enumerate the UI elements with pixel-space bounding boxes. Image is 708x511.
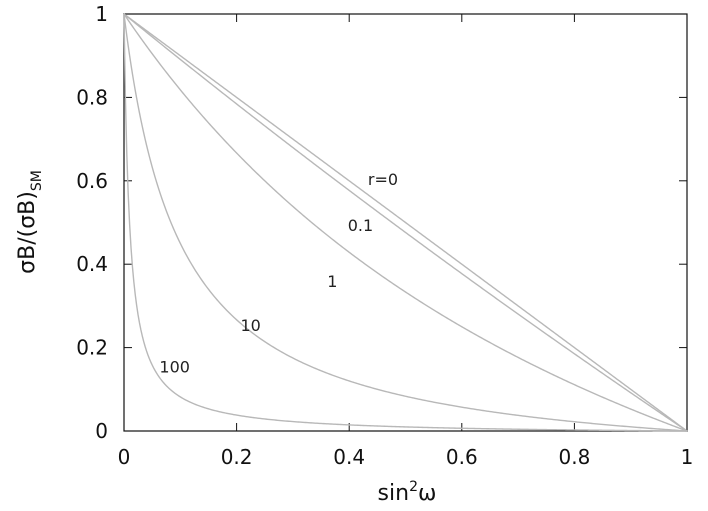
curve-label: r=0 [368,170,398,189]
curve-label: 100 [159,358,190,377]
y-tick-label: 0.8 [76,85,108,109]
x-tick-label: 0.8 [558,445,590,469]
curves [123,13,688,432]
y-tick-label: 0.2 [76,336,108,360]
plot-frame [123,13,688,432]
series-line-r-0 [123,13,688,432]
y-tick-label: 0 [95,419,108,443]
x-tick-label: 0 [118,445,131,469]
ticks [123,13,688,432]
curve-label: 10 [240,316,260,335]
series-line-r-100 [123,13,688,432]
series-line-r-10 [123,13,688,432]
x-tick-label: 0.6 [446,445,478,469]
x-tick-label: 0.2 [221,445,253,469]
y-tick-label: 0.6 [76,169,108,193]
curve-labels: r=0 0.1 1 10 100 [159,170,398,377]
y-axis-title: σB/(σB)SM [15,170,45,274]
y-tick-label: 0.4 [76,252,108,276]
curve-label: 1 [327,272,337,291]
series-line-r-1 [123,13,688,432]
curve-label: 0.1 [348,216,373,235]
x-tick-label: 1 [681,445,694,469]
y-tick-label: 1 [95,2,108,26]
series-line-r-0_1 [123,13,688,432]
x-axis-title: sin2ω [378,479,437,506]
x-tick-label: 0.4 [333,445,365,469]
tick-labels: 0 0.2 0.4 0.6 0.8 100.20.40.60.81 [76,2,693,469]
